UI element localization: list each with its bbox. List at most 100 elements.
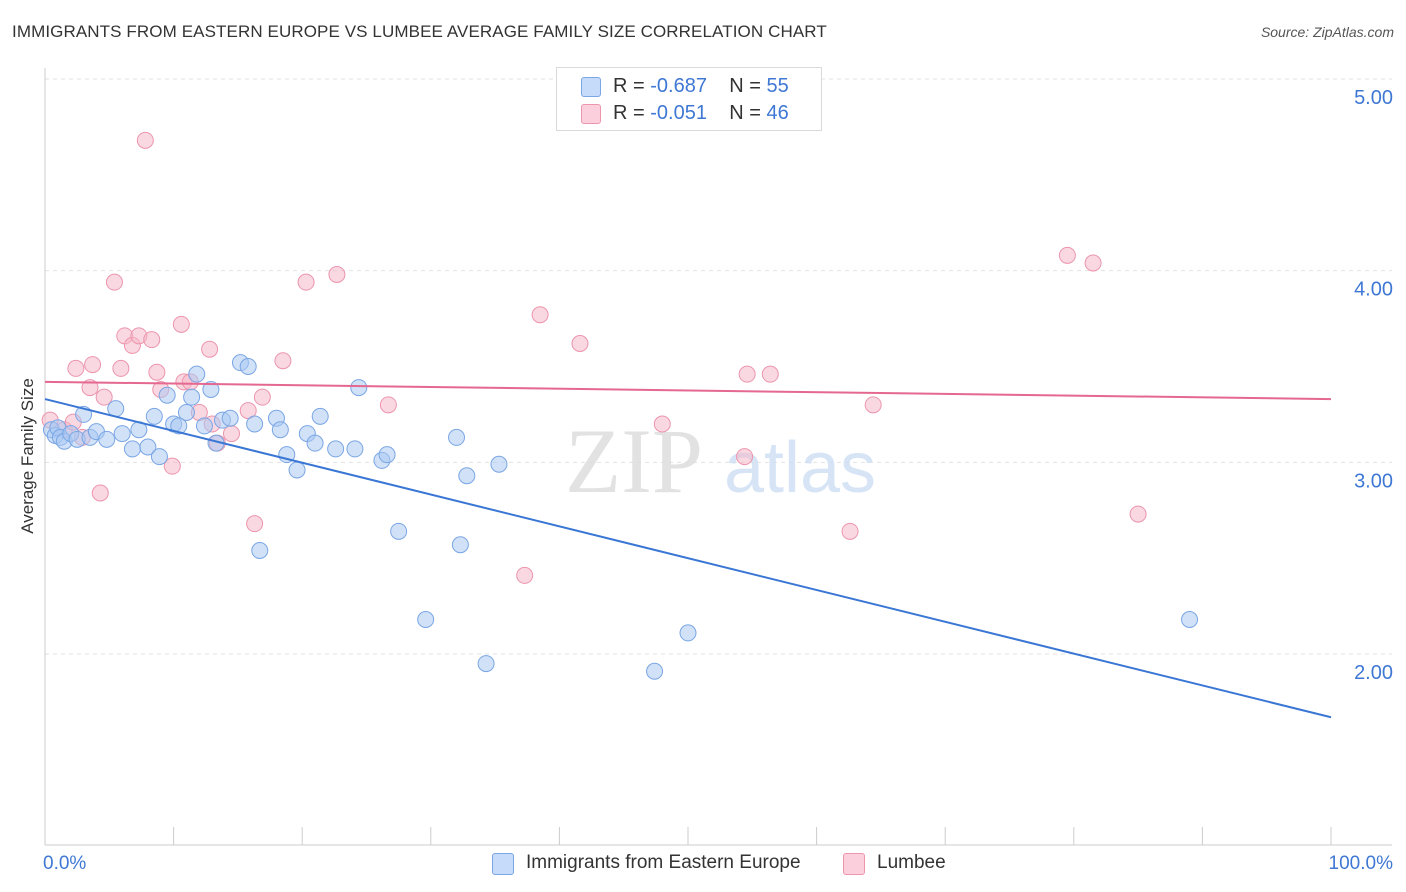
eastern-europe-point <box>458 467 476 485</box>
eastern-europe-point <box>346 440 364 458</box>
eastern-europe-point <box>251 542 269 559</box>
eastern-europe-point <box>98 430 116 448</box>
x-tick-label-right: 100.0% <box>1329 853 1394 874</box>
lumbee-point <box>222 425 240 443</box>
lumbee-point <box>201 340 219 358</box>
r-value: -0.051 <box>650 102 707 124</box>
lumbee-point <box>253 388 271 406</box>
n-value: 55 <box>766 75 789 97</box>
eastern-europe-point <box>1181 611 1199 628</box>
lumbee-point <box>531 306 549 324</box>
eastern-europe-point <box>202 381 220 398</box>
tick-labels: 5.00 4.00 3.00 2.00 0.0% 100.0% <box>43 87 1393 874</box>
lumbee-point <box>163 457 181 475</box>
lumbee-point <box>172 315 190 333</box>
lumbee-point <box>736 448 754 466</box>
lumbee-point <box>328 266 346 283</box>
watermark-zip: ZIP <box>565 410 703 512</box>
lumbee-point <box>105 273 123 291</box>
trend-line-eastern-europe <box>44 398 1332 719</box>
eastern-europe-point <box>327 440 345 458</box>
eastern-europe-point <box>239 358 257 375</box>
n-label: N = <box>729 102 767 124</box>
legend-swatch-pink <box>843 853 865 875</box>
lumbee-point <box>84 356 102 374</box>
watermark-atlas: atlas <box>724 428 876 508</box>
eastern-europe-point <box>679 624 697 642</box>
y-axis-label: Average Family Size <box>18 378 37 534</box>
lumbee-point <box>246 515 264 533</box>
lumbee-point <box>1084 254 1102 272</box>
lumbee-point <box>67 359 85 377</box>
lumbee-point <box>516 566 534 584</box>
eastern-europe-point <box>477 655 495 673</box>
eastern-europe-point <box>145 407 163 425</box>
eastern-europe-point <box>306 434 324 452</box>
lumbee-point <box>136 131 154 149</box>
lumbee-point <box>841 522 859 540</box>
eastern-europe-point <box>378 446 396 464</box>
lumbee-point <box>1129 505 1147 523</box>
eastern-europe-point <box>350 379 368 397</box>
legend-swatch-blue <box>581 77 601 97</box>
watermark: ZIP atlas <box>565 410 876 512</box>
trend-lines <box>44 380 1332 719</box>
n-value: 46 <box>766 102 789 124</box>
lumbee-point <box>761 365 779 383</box>
legend-label: Lumbee <box>877 852 946 873</box>
legend-swatch-blue <box>492 853 514 875</box>
eastern-europe-point <box>271 421 289 439</box>
eastern-europe-point <box>158 386 176 404</box>
y-tick-label: 2.00 <box>1354 662 1393 684</box>
eastern-europe-point <box>490 455 508 473</box>
lumbee-point <box>148 363 166 381</box>
legend-text: R = -0.051 N = 46 <box>613 102 789 125</box>
lumbee-point <box>143 331 161 349</box>
eastern-europe-point <box>177 404 195 421</box>
eastern-europe-point <box>170 417 188 435</box>
legend-label: Immigrants from Eastern Europe <box>526 852 801 873</box>
lumbee-point <box>95 388 113 406</box>
lumbee-point <box>653 415 671 433</box>
lumbee-point <box>91 484 109 502</box>
eastern-europe-point <box>288 461 306 479</box>
lumbee-point <box>274 352 292 370</box>
legend-swatch-pink <box>581 104 601 124</box>
series-lumbee-points <box>41 131 1147 584</box>
y-tick-label: 3.00 <box>1354 470 1393 492</box>
eastern-europe-point <box>150 448 168 466</box>
lumbee-point <box>112 359 130 377</box>
eastern-europe-point <box>246 415 264 433</box>
eastern-europe-point <box>417 611 435 628</box>
y-tick-label: 5.00 <box>1354 87 1393 109</box>
trend-line-lumbee <box>44 380 1332 401</box>
eastern-europe-point <box>221 409 239 427</box>
eastern-europe-point <box>390 522 408 540</box>
r-label: R = <box>613 75 651 97</box>
lumbee-point <box>1058 246 1076 264</box>
legend-text: R = -0.687 N = 55 <box>613 75 789 98</box>
x-tick-label-left: 0.0% <box>43 853 86 874</box>
n-label: N = <box>729 75 767 97</box>
eastern-europe-point <box>183 388 201 406</box>
eastern-europe-point <box>448 428 466 446</box>
lumbee-point <box>738 365 756 383</box>
eastern-europe-point <box>451 536 469 554</box>
y-tick-label: 4.00 <box>1354 279 1393 301</box>
eastern-europe-point <box>195 417 213 435</box>
chart-title: IMMIGRANTS FROM EASTERN EUROPE VS LUMBEE… <box>12 22 827 41</box>
lumbee-point <box>571 335 589 352</box>
lumbee-point <box>379 396 397 414</box>
source-label: Source: ZipAtlas.com <box>1260 24 1394 40</box>
lumbee-point <box>864 396 882 414</box>
correlation-legend: R = -0.687 N = 55 R = -0.051 N = 46 <box>556 67 822 131</box>
eastern-europe-point <box>139 438 157 456</box>
series-eastern-europe-points <box>42 354 1199 680</box>
axes <box>44 68 1392 846</box>
eastern-europe-point <box>188 365 206 383</box>
lumbee-point <box>81 379 99 397</box>
eastern-europe-point <box>113 425 131 443</box>
eastern-europe-point <box>646 662 664 680</box>
r-label: R = <box>613 102 651 124</box>
